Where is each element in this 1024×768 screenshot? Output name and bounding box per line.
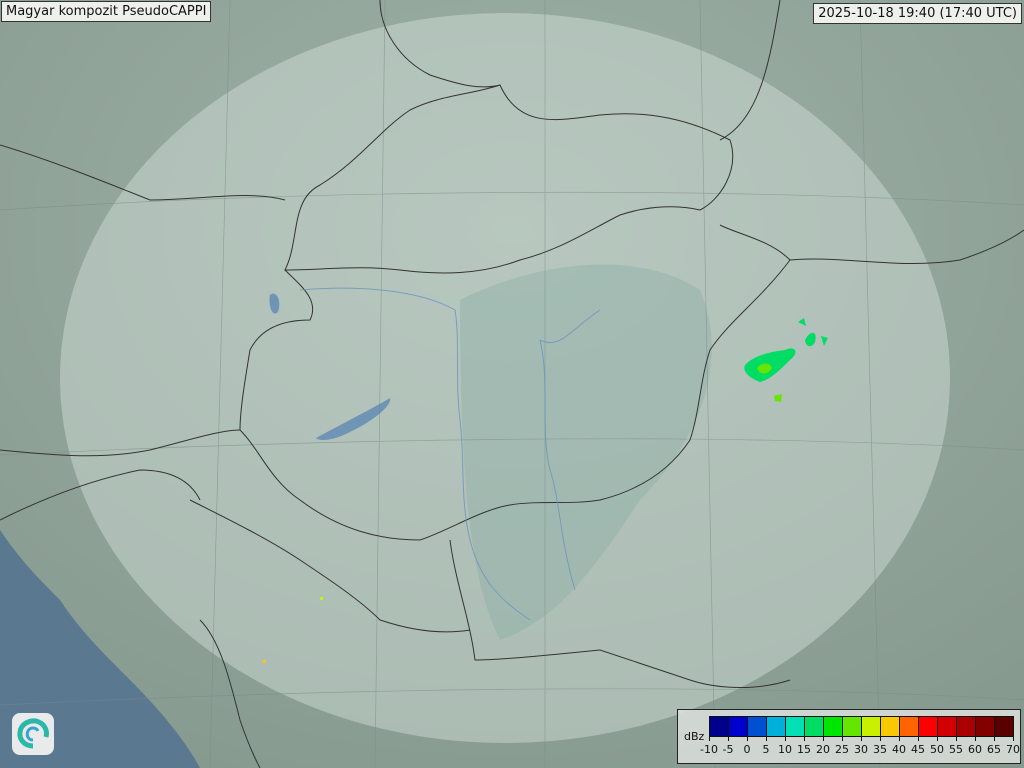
legend-color-cell bbox=[919, 717, 938, 736]
legend-tick-label: 70 bbox=[1006, 743, 1020, 756]
legend-color-bar bbox=[709, 716, 1014, 737]
legend-tick-label: 45 bbox=[911, 743, 925, 756]
legend-color-cell bbox=[843, 717, 862, 736]
legend-tick bbox=[918, 736, 919, 741]
timestamp: 2025-10-18 19:40 (17:40 UTC) bbox=[813, 3, 1022, 24]
radar-echoes bbox=[263, 318, 828, 663]
legend-tick bbox=[728, 736, 729, 741]
legend-tick bbox=[747, 736, 748, 741]
legend-tick-label: 60 bbox=[968, 743, 982, 756]
legend-tick-label: 65 bbox=[987, 743, 1001, 756]
legend-tick bbox=[842, 736, 843, 741]
legend-unit: dBz bbox=[684, 730, 705, 743]
legend-color-cell bbox=[976, 717, 995, 736]
echo-cell bbox=[757, 363, 772, 374]
legend-tick bbox=[899, 736, 900, 741]
legend-color-cell bbox=[805, 717, 824, 736]
echo-cell bbox=[774, 394, 782, 402]
legend-color-cell bbox=[881, 717, 900, 736]
legend-tick bbox=[994, 736, 995, 741]
product-title: Magyar kompozit PseudoCAPPI bbox=[1, 1, 212, 22]
legend-tick-label: 25 bbox=[835, 743, 849, 756]
lake-neusiedl bbox=[269, 293, 280, 314]
legend-tick-label: 30 bbox=[854, 743, 868, 756]
echo-cell bbox=[821, 336, 828, 346]
legend-tick bbox=[766, 736, 767, 741]
legend-tick-label: -5 bbox=[722, 743, 734, 756]
legend-color-cell bbox=[938, 717, 957, 736]
great-plain bbox=[460, 264, 712, 640]
adriatic-sea bbox=[0, 530, 200, 768]
legend-ticks: -10 -5 0 5 10 15 20 25 30 35 40 45 50 55 60 65 70 bbox=[700, 736, 1020, 756]
legend-tick bbox=[804, 736, 805, 741]
legend-tick bbox=[823, 736, 824, 741]
legend-color-cell bbox=[767, 717, 786, 736]
legend-color-cell bbox=[729, 717, 748, 736]
legend-tick bbox=[956, 736, 957, 741]
legend-tick-label: 55 bbox=[949, 743, 963, 756]
echo-cell bbox=[263, 660, 266, 663]
legend-tick bbox=[1013, 736, 1014, 741]
legend-tick bbox=[785, 736, 786, 741]
legend-color-cell bbox=[748, 717, 767, 736]
legend-tick-label: 0 bbox=[743, 743, 751, 756]
legend-tick-label: 20 bbox=[816, 743, 830, 756]
legend-color-cell bbox=[900, 717, 919, 736]
legend-color-cell bbox=[862, 717, 881, 736]
legend-tick-label: -10 bbox=[700, 743, 718, 756]
legend-tick-label: 10 bbox=[778, 743, 792, 756]
legend-tick bbox=[975, 736, 976, 741]
dbz-color-legend: dBz -10 -5 0 5 10 15 20 25 30 35 40 45 50 55 60 65 70 bbox=[677, 709, 1021, 764]
legend-color-cell bbox=[995, 717, 1013, 736]
rivers bbox=[299, 287, 601, 621]
legend-tick-label: 5 bbox=[762, 743, 770, 756]
echo-cell bbox=[805, 332, 816, 347]
legend-tick-label: 40 bbox=[892, 743, 906, 756]
legend-tick bbox=[880, 736, 881, 741]
swirl-logo-icon bbox=[12, 713, 54, 755]
radar-coverage-area bbox=[60, 13, 950, 743]
legend-tick-label: 15 bbox=[797, 743, 811, 756]
legend-color-cell bbox=[824, 717, 843, 736]
echo-cell bbox=[798, 318, 806, 326]
echo-cell bbox=[320, 597, 323, 600]
legend-color-cell bbox=[957, 717, 976, 736]
legend-tick-label: 35 bbox=[873, 743, 887, 756]
legend-color-cell bbox=[710, 717, 729, 736]
legend-tick bbox=[709, 736, 710, 741]
legend-tick-label: 50 bbox=[930, 743, 944, 756]
lake-balaton bbox=[316, 398, 391, 440]
legend-tick bbox=[861, 736, 862, 741]
legend-color-cell bbox=[786, 717, 805, 736]
legend-tick bbox=[937, 736, 938, 741]
